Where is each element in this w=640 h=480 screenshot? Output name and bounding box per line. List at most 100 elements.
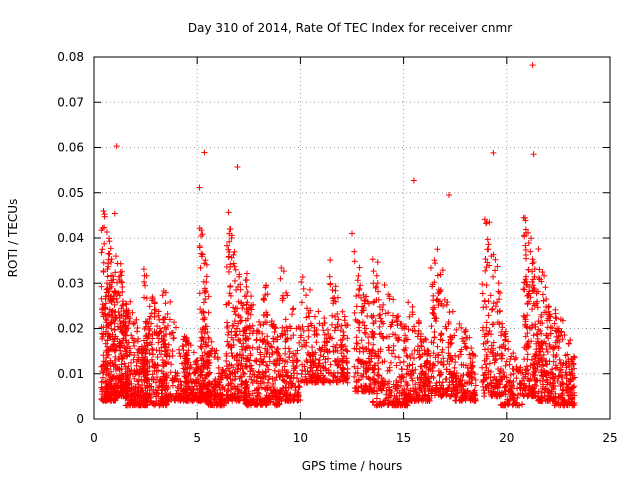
data-point [205, 293, 212, 300]
data-point [166, 353, 173, 360]
data-point [112, 353, 119, 360]
data-point [370, 334, 377, 341]
data-point [109, 360, 116, 367]
data-point [100, 305, 107, 312]
data-point [521, 356, 528, 363]
data-point [390, 342, 397, 349]
data-point [523, 363, 530, 370]
data-point [321, 315, 328, 322]
data-point [428, 323, 435, 330]
data-point [271, 328, 278, 335]
data-point [107, 320, 114, 327]
data-point [189, 397, 196, 404]
data-point [183, 351, 190, 358]
data-point [283, 289, 290, 296]
data-point [162, 382, 169, 389]
data-point [131, 352, 138, 359]
data-point [112, 253, 119, 260]
data-point [138, 376, 145, 383]
data-point [164, 322, 171, 329]
data-point [544, 349, 551, 356]
data-point [119, 288, 126, 295]
data-point [105, 384, 112, 391]
data-point [142, 385, 149, 392]
data-point [179, 343, 186, 350]
data-point [512, 354, 519, 361]
data-point [269, 349, 276, 356]
data-point [294, 370, 301, 377]
data-point [466, 351, 473, 358]
data-point [320, 327, 327, 334]
data-point [242, 277, 249, 284]
data-point [107, 245, 114, 252]
data-point [183, 379, 190, 386]
data-point [482, 346, 489, 353]
data-point [397, 359, 404, 366]
data-point [355, 272, 362, 279]
data-point [523, 324, 530, 331]
data-point [133, 316, 140, 323]
data-point [488, 306, 495, 313]
data-point [483, 324, 490, 331]
data-point [105, 250, 112, 257]
data-point [140, 356, 147, 363]
data-point [405, 299, 412, 306]
data-point [143, 348, 150, 355]
data-point [227, 225, 234, 232]
data-point [119, 355, 126, 362]
data-point [191, 396, 198, 403]
data-point [433, 379, 440, 386]
data-point [377, 315, 384, 322]
data-point [294, 347, 301, 354]
data-point [351, 248, 358, 255]
data-point [395, 354, 402, 361]
data-point [370, 268, 377, 275]
data-point [98, 249, 105, 256]
data-point [168, 361, 175, 368]
data-point [111, 326, 118, 333]
data-point [124, 352, 131, 359]
data-point [162, 289, 169, 296]
data-point [183, 369, 190, 376]
data-point [299, 273, 306, 280]
data-point [124, 343, 131, 350]
data-point [149, 371, 156, 378]
data-point [418, 363, 425, 370]
data-point [118, 340, 125, 347]
data-point [146, 363, 153, 370]
data-point [176, 350, 183, 357]
data-point [145, 395, 152, 402]
data-point [111, 301, 118, 308]
data-point [356, 264, 363, 271]
data-point [131, 337, 138, 344]
data-point [107, 285, 114, 292]
data-point [500, 369, 507, 376]
data-point [171, 319, 178, 326]
data-point [129, 309, 136, 316]
data-point [190, 392, 197, 399]
data-point [203, 261, 210, 268]
data-point [111, 397, 118, 404]
data-point [196, 290, 203, 297]
data-point [141, 402, 148, 409]
data-point [182, 386, 189, 393]
data-point [125, 339, 132, 346]
data-point [446, 309, 453, 316]
data-point [143, 374, 150, 381]
data-point [105, 372, 112, 379]
data-point [133, 390, 140, 397]
data-point [104, 273, 111, 280]
data-point [144, 390, 151, 397]
data-point [479, 290, 486, 297]
data-point [146, 325, 153, 332]
data-point [159, 292, 166, 299]
data-point [146, 303, 153, 310]
data-point [327, 280, 334, 287]
data-point [518, 401, 525, 408]
data-point [120, 319, 127, 326]
data-point [485, 312, 492, 319]
y-axis-label: ROTI / TECUs [6, 199, 20, 278]
data-point [162, 341, 169, 348]
data-point [112, 288, 119, 295]
data-point [156, 316, 163, 323]
